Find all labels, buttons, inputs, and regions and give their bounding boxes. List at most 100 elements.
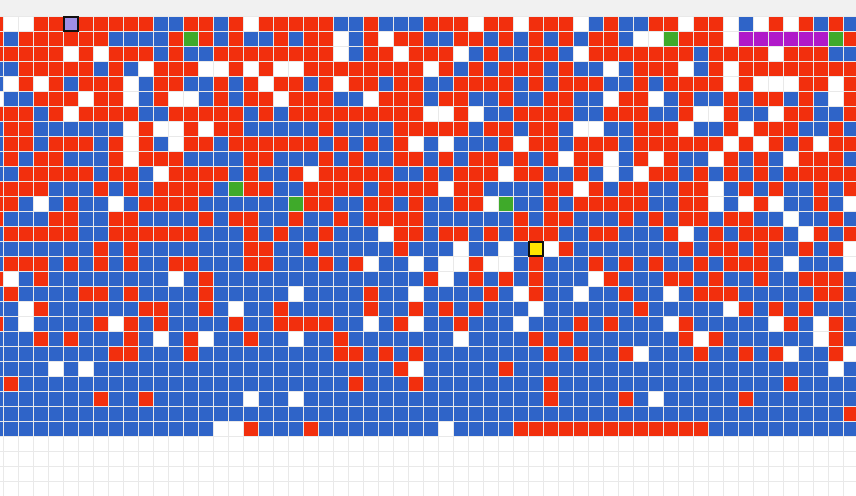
red-tile[interactable] <box>259 107 273 121</box>
blue-tile[interactable] <box>94 302 108 316</box>
blue-tile[interactable] <box>604 257 618 271</box>
blue-tile[interactable] <box>439 77 453 91</box>
empty-tile[interactable] <box>79 437 93 451</box>
blue-tile[interactable] <box>469 227 483 241</box>
empty-tile[interactable] <box>244 467 258 481</box>
red-tile[interactable] <box>94 257 108 271</box>
red-tile[interactable] <box>304 17 318 31</box>
red-tile[interactable] <box>754 272 768 286</box>
empty-tile[interactable] <box>349 482 363 496</box>
empty-tile[interactable] <box>454 467 468 481</box>
red-tile[interactable] <box>709 62 723 76</box>
blue-tile[interactable] <box>484 242 498 256</box>
blue-tile[interactable] <box>4 92 18 106</box>
blue-tile[interactable] <box>679 257 693 271</box>
blue-tile[interactable] <box>79 302 93 316</box>
red-tile[interactable] <box>649 47 663 61</box>
blue-tile[interactable] <box>514 242 528 256</box>
blue-tile[interactable] <box>754 287 768 301</box>
blue-tile[interactable] <box>319 422 333 436</box>
red-tile[interactable] <box>304 422 318 436</box>
blue-tile[interactable] <box>199 407 213 421</box>
magenta-tile[interactable] <box>784 32 798 46</box>
empty-tile[interactable] <box>124 452 138 466</box>
red-tile[interactable] <box>709 272 723 286</box>
red-tile[interactable] <box>4 137 18 151</box>
red-tile[interactable] <box>739 212 753 226</box>
blue-tile[interactable] <box>739 242 753 256</box>
red-tile[interactable] <box>184 347 198 361</box>
blue-tile[interactable] <box>349 92 363 106</box>
red-tile[interactable] <box>139 152 153 166</box>
red-tile[interactable] <box>529 422 543 436</box>
red-tile[interactable] <box>379 212 393 226</box>
empty-tile[interactable] <box>664 317 678 331</box>
red-tile[interactable] <box>604 47 618 61</box>
blue-tile[interactable] <box>739 92 753 106</box>
red-tile[interactable] <box>124 257 138 271</box>
red-tile[interactable] <box>409 302 423 316</box>
blue-tile[interactable] <box>604 212 618 226</box>
empty-tile[interactable] <box>229 422 243 436</box>
blue-tile[interactable] <box>754 347 768 361</box>
blue-tile[interactable] <box>544 407 558 421</box>
red-tile[interactable] <box>814 227 828 241</box>
red-tile[interactable] <box>769 17 783 31</box>
blue-tile[interactable] <box>829 257 843 271</box>
red-tile[interactable] <box>394 317 408 331</box>
empty-tile[interactable] <box>154 467 168 481</box>
red-tile[interactable] <box>424 182 438 196</box>
red-tile[interactable] <box>724 257 738 271</box>
red-tile[interactable] <box>589 32 603 46</box>
blue-tile[interactable] <box>514 347 528 361</box>
red-tile[interactable] <box>574 167 588 181</box>
blue-tile[interactable] <box>79 257 93 271</box>
red-tile[interactable] <box>424 17 438 31</box>
blue-tile[interactable] <box>274 152 288 166</box>
blue-tile[interactable] <box>274 287 288 301</box>
empty-tile[interactable] <box>844 347 856 361</box>
empty-tile[interactable] <box>724 62 738 76</box>
magenta-tile[interactable] <box>799 32 813 46</box>
empty-tile[interactable] <box>454 332 468 346</box>
blue-tile[interactable] <box>304 272 318 286</box>
red-tile[interactable] <box>529 17 543 31</box>
blue-tile[interactable] <box>289 407 303 421</box>
red-tile[interactable] <box>124 317 138 331</box>
red-tile[interactable] <box>769 227 783 241</box>
red-tile[interactable] <box>649 122 663 136</box>
empty-tile[interactable] <box>154 122 168 136</box>
empty-tile[interactable] <box>289 482 303 496</box>
empty-tile[interactable] <box>229 302 243 316</box>
empty-tile[interactable] <box>604 167 618 181</box>
blue-tile[interactable] <box>289 347 303 361</box>
blue-tile[interactable] <box>499 332 513 346</box>
red-tile[interactable] <box>154 227 168 241</box>
blue-tile[interactable] <box>784 137 798 151</box>
blue-tile[interactable] <box>184 272 198 286</box>
blue-tile[interactable] <box>259 197 273 211</box>
blue-tile[interactable] <box>139 257 153 271</box>
red-tile[interactable] <box>289 92 303 106</box>
empty-tile[interactable] <box>109 452 123 466</box>
empty-tile[interactable] <box>169 482 183 496</box>
empty-tile[interactable] <box>769 452 783 466</box>
blue-tile[interactable] <box>574 62 588 76</box>
empty-tile[interactable] <box>0 452 3 466</box>
red-tile[interactable] <box>784 317 798 331</box>
blue-tile[interactable] <box>364 152 378 166</box>
red-tile[interactable] <box>319 182 333 196</box>
empty-tile[interactable] <box>109 437 123 451</box>
blue-tile[interactable] <box>649 287 663 301</box>
empty-tile[interactable] <box>844 437 856 451</box>
red-tile[interactable] <box>814 47 828 61</box>
red-tile[interactable] <box>679 92 693 106</box>
blue-tile[interactable] <box>544 287 558 301</box>
blue-tile[interactable] <box>619 377 633 391</box>
blue-tile[interactable] <box>34 317 48 331</box>
red-tile[interactable] <box>169 47 183 61</box>
blue-tile[interactable] <box>304 227 318 241</box>
blue-tile[interactable] <box>169 17 183 31</box>
blue-tile[interactable] <box>304 362 318 376</box>
blue-tile[interactable] <box>619 242 633 256</box>
